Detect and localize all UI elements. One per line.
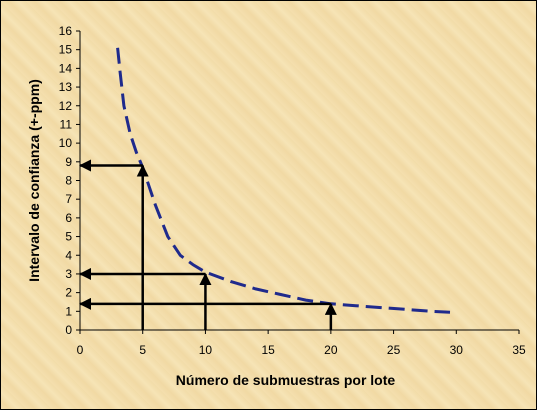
y-tick-label: 12 — [59, 99, 73, 113]
y-tick-label: 15 — [59, 43, 73, 57]
x-axis-ticks: 0 5 10 15 20 25 30 35 — [77, 330, 526, 357]
x-tick-label: 35 — [512, 343, 526, 357]
y-axis-title: Intervalo de confianza (+-ppm) — [26, 79, 42, 282]
axes — [79, 31, 519, 331]
y-tick-label: 10 — [59, 136, 73, 150]
x-tick-label: 25 — [387, 343, 401, 357]
y-tick-label: 3 — [65, 267, 72, 281]
y-tick-label: 0 — [65, 323, 72, 337]
x-tick-label: 15 — [261, 343, 275, 357]
y-tick-label: 11 — [60, 117, 73, 131]
series-layer — [116, 47, 451, 314]
y-tick-label: 14 — [59, 61, 73, 75]
x-tick-label: 0 — [77, 343, 84, 357]
y-tick-label: 1 — [65, 304, 72, 318]
x-tick-label: 5 — [139, 343, 146, 357]
x-tick-label: 10 — [199, 343, 213, 357]
y-tick-label: 5 — [65, 230, 72, 244]
y-tick-label: 13 — [59, 80, 73, 94]
y-tick-label: 8 — [65, 174, 72, 188]
y-tick-label: 6 — [65, 211, 72, 225]
x-axis-title: Número de submuestras por lote — [176, 372, 396, 388]
y-tick-label: 9 — [65, 155, 72, 169]
x-tick-label: 20 — [324, 343, 338, 357]
y-tick-label: 7 — [65, 192, 72, 206]
x-tick-label: 30 — [450, 343, 464, 357]
y-tick-label: 16 — [59, 24, 73, 38]
annotation-layer — [79, 159, 337, 330]
series-line — [116, 47, 451, 314]
y-tick-label: 2 — [65, 286, 72, 300]
y-tick-label: 4 — [65, 248, 72, 262]
